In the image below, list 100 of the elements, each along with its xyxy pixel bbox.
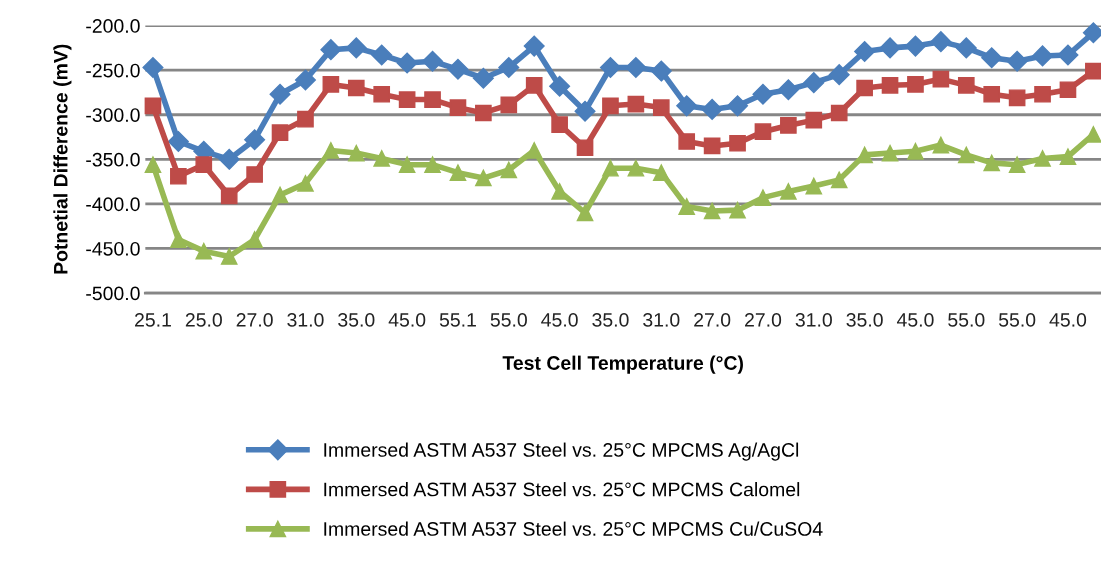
point [447, 58, 469, 80]
point [498, 56, 520, 79]
point [449, 99, 467, 116]
x-tick-label: 55.1 [439, 313, 476, 327]
point [701, 98, 723, 120]
legend-label: Immersed ASTM A537 Steel vs. 25°C MPCMS Ag/AgCl [324, 442, 799, 461]
point [472, 67, 494, 89]
point [195, 156, 213, 174]
point [678, 198, 696, 215]
point [220, 248, 238, 265]
y-axis-title: Potnetial Difference (mV) [53, 44, 72, 274]
point [500, 161, 518, 179]
point [907, 76, 924, 93]
point [549, 75, 571, 97]
point [727, 95, 749, 117]
point [576, 139, 594, 157]
point [729, 134, 746, 152]
point [424, 91, 441, 108]
point [729, 201, 746, 219]
x-tick-label: 27.0 [745, 312, 782, 327]
point [652, 164, 670, 182]
x-tick-label: 45.0 [1049, 312, 1087, 327]
point [932, 136, 950, 154]
point [703, 137, 721, 155]
point [879, 37, 901, 59]
point [955, 37, 977, 59]
point [297, 175, 314, 192]
point [932, 70, 950, 88]
point [805, 177, 823, 195]
point [805, 111, 823, 129]
point [142, 56, 164, 79]
y-tick-label: -300.0 [86, 108, 140, 122]
point [297, 110, 314, 128]
point [347, 144, 365, 162]
point [144, 156, 162, 174]
point [602, 97, 619, 115]
point [144, 97, 162, 115]
point [244, 129, 266, 151]
y-tick-label: -500.0 [86, 286, 140, 301]
point [195, 242, 213, 260]
point [625, 56, 647, 79]
x-axis-title: Test Cell Temperature (°C) [502, 355, 743, 374]
point [907, 142, 924, 160]
point [525, 76, 543, 94]
point [1034, 150, 1051, 167]
point [1059, 148, 1077, 165]
point [347, 79, 365, 97]
point [754, 189, 772, 206]
point [1006, 50, 1028, 72]
y-tick-label: -250.0 [86, 63, 140, 78]
point [218, 148, 240, 170]
point [780, 117, 797, 134]
point [828, 64, 850, 86]
point [551, 116, 568, 133]
x-tick-label: 31.0 [287, 312, 324, 327]
legend-label: Immersed ASTM A537 Steel vs. 25°C MPCMS Cu/CuSO4 [324, 521, 823, 536]
point [983, 85, 1001, 103]
point [650, 60, 672, 82]
point [371, 44, 393, 66]
point [1059, 81, 1077, 99]
point [780, 183, 797, 200]
point [500, 96, 518, 114]
x-tick-label: 31.0 [795, 312, 832, 327]
point [294, 69, 316, 91]
point [424, 156, 441, 174]
point [599, 56, 621, 79]
point [703, 202, 721, 220]
point [981, 47, 1003, 69]
x-tick-label: 35.0 [338, 312, 375, 327]
point [449, 164, 467, 182]
y-tick-label: -200.0 [86, 19, 140, 33]
x-tick-label: 25.0 [185, 312, 222, 327]
point [271, 124, 289, 141]
point [220, 187, 238, 205]
x-tick-label: 55.0 [948, 312, 985, 327]
point [1008, 89, 1026, 107]
point [627, 95, 645, 113]
point [983, 154, 1001, 172]
point [1008, 156, 1026, 174]
point [574, 100, 596, 122]
point [373, 150, 391, 167]
point [167, 130, 189, 153]
point [1034, 85, 1051, 103]
y-tick-label: -400.0 [86, 197, 140, 212]
legend-label: Immersed ASTM A537 Steel vs. 25°C MPCMS Calomel [324, 482, 800, 497]
point [475, 169, 492, 187]
point [854, 40, 876, 62]
point [856, 79, 873, 97]
y-tick-label: -350.0 [86, 152, 140, 167]
point [170, 231, 187, 248]
point [930, 31, 952, 53]
x-tick-label: 35.0 [592, 312, 629, 327]
point [475, 104, 492, 122]
point [627, 159, 645, 177]
point [803, 72, 825, 94]
point [830, 104, 848, 122]
point [957, 76, 975, 94]
x-tick-label: 31.0 [643, 312, 680, 327]
point [322, 142, 340, 159]
point [752, 83, 774, 105]
